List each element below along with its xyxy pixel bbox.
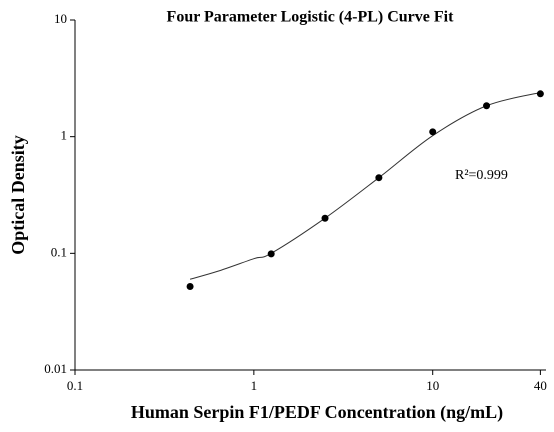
x-tick-label: 40 (534, 378, 547, 393)
data-point (536, 90, 544, 98)
annotation: R²=0.999 (455, 168, 508, 183)
y-tick-label: 10 (54, 11, 67, 26)
x-tick-label: 0.1 (67, 378, 83, 393)
data-point (267, 250, 275, 258)
fit-curve (189, 92, 541, 280)
x-tick-label: 10 (426, 378, 439, 393)
data-point (321, 214, 329, 222)
y-axis-label: Optical Density (8, 135, 28, 255)
x-tick-label: 1 (251, 378, 258, 393)
y-tick-label: 0.01 (44, 361, 67, 376)
x-axis-label: Human Serpin F1/PEDF Concentration (ng/m… (131, 402, 503, 423)
data-point (429, 128, 437, 136)
y-tick-label: 0.1 (51, 244, 67, 259)
data-point (483, 102, 491, 110)
chart-title: Four Parameter Logistic (4-PL) Curve Fit (167, 9, 455, 26)
y-tick-label: 1 (61, 128, 68, 143)
data-point (186, 282, 194, 290)
data-point (375, 174, 383, 182)
